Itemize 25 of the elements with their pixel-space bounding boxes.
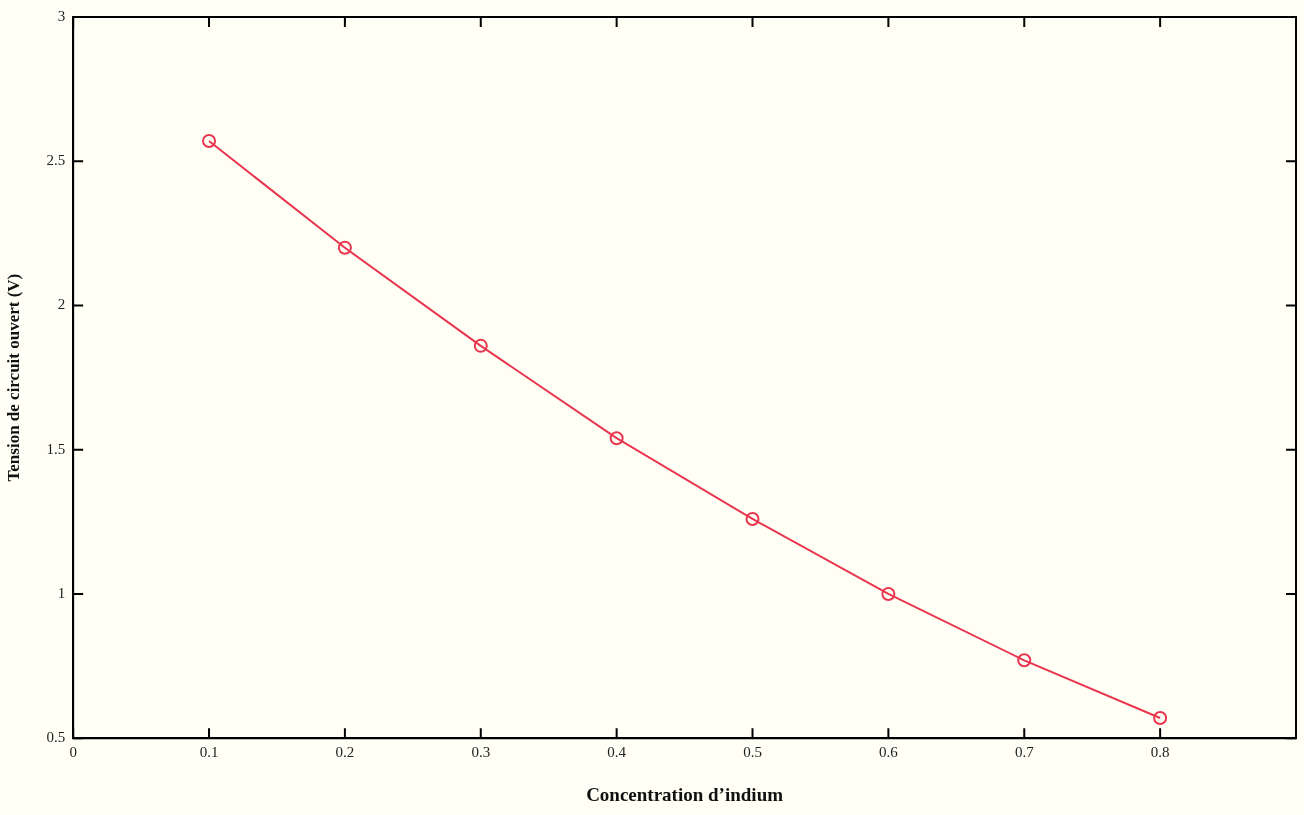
y-tick-label: 0.5	[46, 729, 66, 746]
point	[337, 240, 352, 255]
x-tick-label: 0.5	[743, 744, 762, 761]
x-tick-label: 0	[69, 744, 77, 761]
x-tick-label: 0.1	[199, 744, 219, 761]
point	[881, 586, 896, 601]
y-tick-label: 3	[57, 7, 66, 24]
x-axis-title: Concentration d’indium	[586, 783, 784, 805]
point	[202, 134, 217, 149]
x-tick-label: 0.7	[1014, 744, 1035, 761]
x-tick-label: 0.3	[471, 744, 491, 761]
x-tick-label: 0.8	[1150, 744, 1170, 761]
x-tick-label: 0.6	[879, 744, 899, 761]
y-tick-label: 1.5	[46, 440, 66, 457]
point	[1017, 653, 1032, 668]
y-axis-title: Tension de circuit ouvert (V)	[3, 273, 23, 482]
point	[609, 431, 624, 446]
point	[1153, 711, 1168, 726]
y-tick-label: 1	[57, 584, 66, 601]
x-tick-label: 0.4	[607, 744, 627, 761]
x-tick-label: 0.2	[335, 744, 355, 761]
point	[473, 338, 488, 353]
point	[745, 511, 760, 526]
y-tick-label: 2	[57, 296, 66, 313]
y-tick-label: 2.5	[46, 152, 66, 169]
